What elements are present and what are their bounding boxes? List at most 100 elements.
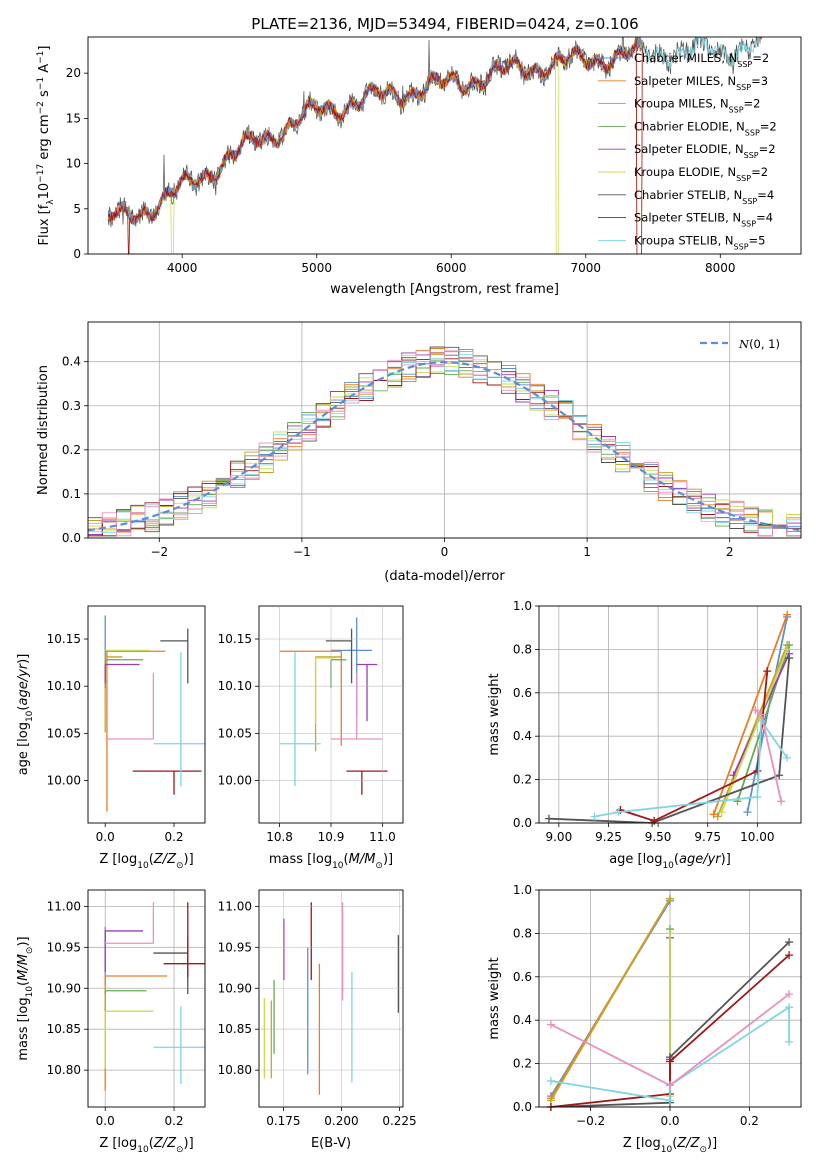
y-tick-label: 10.85 <box>218 1022 252 1036</box>
label-part: mass [log <box>269 852 332 867</box>
y-tick-label: 10.95 <box>218 940 252 954</box>
y-tick-label: 0 <box>73 247 81 261</box>
x-axis-label: Z [log10(Z/Z⊙)] <box>99 1136 193 1155</box>
spectrum-line <box>107 38 643 254</box>
legend-normal-args: (0, 1) <box>749 337 780 351</box>
x-tick-label: 9.00 <box>545 830 572 844</box>
x-tick-label: −2 <box>150 545 168 559</box>
x-tick-label: 9.75 <box>694 830 721 844</box>
y-tick-label: 10.80 <box>218 1063 252 1077</box>
legend-sub: SSP <box>741 219 756 228</box>
label-part: M/M <box>349 852 376 867</box>
label-part: M/M <box>16 954 31 981</box>
x-tick-label: 10.9 <box>318 830 345 844</box>
age_vs_mass-panel: 10.8 10.9 11.0 10.00 10.05 10.10 10.15 mass [lo… <box>218 605 404 871</box>
legend-entry: Chabrier STELIB, NSSP=4 <box>634 188 774 206</box>
legend-name: Chabrier STELIB, N <box>634 188 742 202</box>
legend-count: =3 <box>751 74 768 88</box>
weight-line <box>712 614 788 815</box>
x-tick-label: 7000 <box>570 261 601 275</box>
y-tick-label: 11.00 <box>218 899 252 913</box>
label-part: ⊙ <box>176 861 184 871</box>
weight-marker <box>785 654 794 663</box>
legend-normal-symbol: N <box>738 337 750 351</box>
x-axis-label: (data-model)/error <box>384 569 505 584</box>
legend-count: =4 <box>757 188 774 202</box>
label-part: ⊙ <box>375 861 383 871</box>
legend-count: =2 <box>752 51 769 65</box>
x-axis-label: age [log10(age/yr)] <box>609 852 731 871</box>
x-tick-label: −1 <box>293 545 311 559</box>
spectrum-line <box>107 38 643 254</box>
weight-marker <box>717 808 726 817</box>
y-tick-label: 10.15 <box>218 632 252 646</box>
x-tick-label: 0.0 <box>96 830 115 844</box>
x-tick-label: 10.8 <box>266 830 293 844</box>
y-tick-label: 0.1 <box>62 487 81 501</box>
y-tick-label: 0.6 <box>513 686 532 700</box>
label-part: 10 <box>137 1145 149 1155</box>
label-part: )] <box>383 852 393 867</box>
x-tick-label: 1 <box>583 545 591 559</box>
weight-marker <box>785 1003 794 1012</box>
weight-marker <box>546 1076 555 1085</box>
weight_vs_Z-panel: −0.2 0.0 0.2 0.0 0.2 0.4 0.6 0.8 1.0 Z [log10(Z/Z… <box>487 883 802 1155</box>
y-tick-label: 10.90 <box>218 981 252 995</box>
label-part: s <box>37 90 52 101</box>
label-part: Z/Z <box>676 1136 700 1151</box>
x-axis-label: Z [log10(Z/Z⊙)] <box>623 1136 717 1155</box>
x-tick-label: 9.50 <box>645 830 672 844</box>
y-axis-label: Normed distribution <box>36 365 51 495</box>
weight-line <box>550 898 671 1101</box>
label-part: Flux [f <box>37 204 52 245</box>
legend-sub: SSP <box>736 174 751 183</box>
y-tick-label: 11.00 <box>47 899 81 913</box>
label-part: age [log <box>609 852 662 867</box>
weight-line <box>550 954 790 1107</box>
label-part: Z/Z <box>153 852 177 867</box>
axes-frame <box>87 36 802 255</box>
weight-marker <box>614 808 623 817</box>
x-tick-label: 0.0 <box>660 1114 679 1128</box>
y-tick-label: 0.8 <box>513 926 532 940</box>
histogram-step <box>88 348 801 533</box>
weight-marker <box>763 667 772 676</box>
spectrum-line <box>107 37 643 226</box>
x-tick-label: 0.2 <box>164 830 183 844</box>
weight-marker <box>650 816 659 825</box>
y-tick-label: 10.00 <box>47 774 81 788</box>
y-tick-label: 0.6 <box>513 970 532 984</box>
residuals-panel: −2 −1 0 1 2 0.0 0.1 0.2 0.3 0.4 N(0, 1) (data-model… <box>36 321 802 584</box>
weight-marker <box>666 1081 674 1090</box>
axes-frame <box>87 321 802 539</box>
legend-name: Chabrier MILES, N <box>634 51 737 65</box>
weight-marker <box>777 797 786 806</box>
weight-marker <box>783 610 792 619</box>
histogram-step <box>88 346 801 537</box>
weight-marker <box>743 808 752 817</box>
x-tick-label: 0.225 <box>382 1114 416 1128</box>
legend-sub: SSP <box>729 105 744 114</box>
legend-count: =2 <box>744 97 761 111</box>
legend-count: =2 <box>751 165 768 179</box>
label-part: erg cm <box>37 114 52 163</box>
legend-entry: Chabrier MILES, NSSP=2 <box>634 51 769 69</box>
x-tick-label: −0.2 <box>576 1114 605 1128</box>
y-tick-label: 0.2 <box>62 443 81 457</box>
weight-marker <box>785 641 794 650</box>
weight-marker <box>546 1020 555 1029</box>
spectrum-line <box>107 37 643 224</box>
label-part: 10 <box>25 710 35 722</box>
weight_vs_age-panel: 9.00 9.25 9.50 9.75 10.00 0.0 0.2 0.4 0.6 0.8 1.0 a… <box>487 599 802 871</box>
label-part: )] <box>184 1136 194 1151</box>
label-part: mass [log <box>16 997 31 1060</box>
x-axis-label: Z [log10(Z/Z⊙)] <box>99 852 193 871</box>
label-part: ( <box>16 706 31 711</box>
weight-marker <box>753 766 762 775</box>
legend-name: Chabrier ELODIE, N <box>634 119 745 133</box>
axes-frame <box>538 605 802 824</box>
legend-entry: Kroupa ELODIE, NSSP=2 <box>634 165 768 183</box>
